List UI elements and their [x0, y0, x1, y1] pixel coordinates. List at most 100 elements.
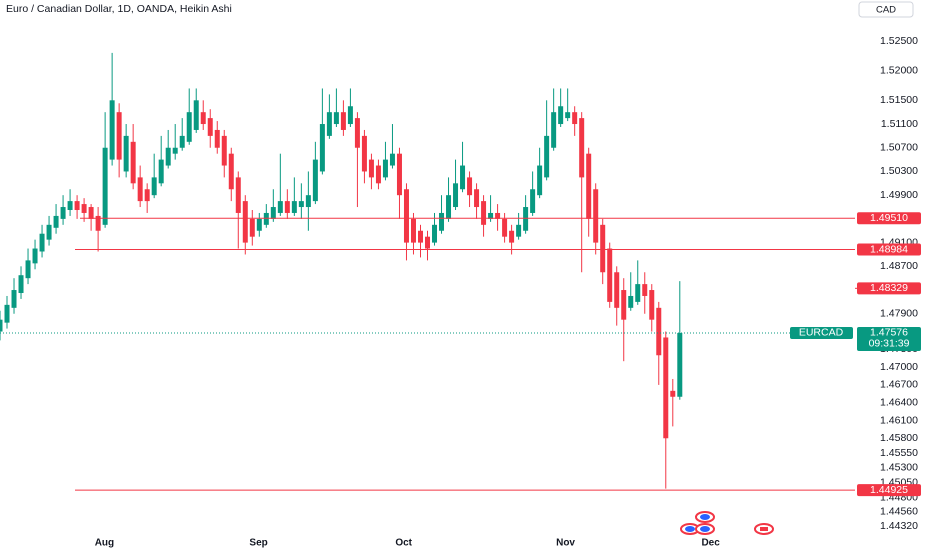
- candle-body: [67, 201, 73, 210]
- candle-body: [109, 100, 115, 160]
- candle-body: [368, 159, 374, 178]
- y-tick-label: 1.46100: [880, 414, 918, 426]
- candle-body: [312, 159, 318, 202]
- candle-body: [649, 290, 655, 320]
- y-tick-label: 1.50300: [880, 165, 918, 177]
- candle-body: [474, 189, 480, 208]
- candle-body: [74, 201, 80, 210]
- countdown-label: 09:31:39: [869, 338, 910, 350]
- candle-body: [544, 135, 550, 178]
- candle-body: [214, 129, 220, 148]
- y-tick-label: 1.44560: [880, 506, 918, 518]
- candle-body: [179, 135, 185, 148]
- candle-body: [249, 218, 255, 237]
- candle-body: [186, 112, 192, 142]
- candle-body: [635, 284, 641, 302]
- candle-body: [600, 224, 606, 273]
- y-tick-label: 1.46400: [880, 396, 918, 408]
- candle-body: [151, 177, 157, 196]
- y-tick-label: 1.49900: [880, 189, 918, 201]
- candle-body: [495, 212, 501, 219]
- candle-body: [432, 224, 438, 243]
- candle-body: [263, 212, 269, 225]
- candle-body: [123, 135, 129, 172]
- y-tick-label: 1.50700: [880, 142, 918, 154]
- symbol-box: [790, 326, 853, 339]
- candle-body: [39, 233, 45, 252]
- last-price-box: [857, 326, 921, 351]
- candle-body: [460, 165, 466, 190]
- candle-body: [4, 304, 10, 323]
- candle-body: [326, 112, 332, 136]
- y-tick-label: 1.46700: [880, 379, 918, 391]
- candle-body: [586, 153, 592, 219]
- candle-body: [375, 165, 381, 184]
- candle-body: [172, 147, 178, 154]
- candle-body: [228, 153, 234, 190]
- candle-body: [291, 201, 297, 213]
- candle-body: [425, 236, 430, 249]
- price-label-box: [857, 484, 921, 497]
- candle-body: [340, 112, 346, 130]
- candle-body: [677, 332, 683, 397]
- candle-body: [46, 224, 52, 240]
- candle-body: [333, 112, 339, 125]
- candle-body: [565, 112, 571, 119]
- candle-body: [579, 118, 585, 178]
- price-label-box: [857, 212, 921, 225]
- candle-body: [446, 195, 452, 219]
- candle-body: [572, 112, 578, 125]
- candle-body: [137, 177, 143, 202]
- candle-body: [32, 248, 38, 264]
- candle-body: [207, 118, 213, 136]
- candle-body: [88, 207, 94, 219]
- candle-body: [11, 290, 17, 308]
- candle-body: [25, 260, 31, 279]
- candle-body: [530, 189, 536, 213]
- candle-body: [361, 135, 367, 172]
- candle-body: [221, 135, 227, 166]
- candle-body: [516, 224, 522, 237]
- currency-button[interactable]: CAD: [876, 5, 896, 16]
- price-label: 1.44925: [870, 484, 908, 496]
- candle-body: [165, 147, 171, 166]
- y-tick-label: 1.52000: [880, 64, 918, 76]
- candle-body: [509, 230, 515, 243]
- candle-body: [453, 183, 459, 208]
- candle-body: [642, 284, 648, 296]
- candle-body: [558, 106, 564, 125]
- candle-body: [382, 159, 388, 178]
- y-tick-label: 1.51500: [880, 94, 918, 106]
- candle-body: [319, 124, 325, 172]
- y-tick-label: 1.51100: [881, 118, 918, 130]
- candle-body: [593, 189, 599, 243]
- y-tick-label: 1.47000: [880, 361, 918, 373]
- price-label: 1.49510: [870, 212, 908, 224]
- candle-body: [284, 201, 290, 213]
- price-label: 1.48984: [870, 243, 908, 255]
- candle-body: [410, 218, 416, 243]
- candle-body: [130, 141, 136, 184]
- candle-body: [481, 201, 487, 225]
- x-tick-label: Aug: [95, 538, 114, 549]
- candle-body: [347, 106, 353, 125]
- price-label: 1.48329: [870, 282, 908, 294]
- price-label-box: [857, 282, 921, 295]
- x-tick-label: Dec: [701, 538, 720, 549]
- candle-body: [95, 215, 101, 231]
- candle-body: [628, 295, 634, 308]
- symbol-label: EURCAD: [799, 327, 844, 339]
- candle-body: [200, 112, 206, 125]
- y-tick-label: 1.44320: [880, 520, 918, 532]
- candle-body: [614, 272, 620, 308]
- y-tick-label: 1.48700: [880, 260, 918, 272]
- y-tick-label: 1.47900: [880, 308, 918, 320]
- currency-button-box[interactable]: [858, 1, 914, 18]
- candle-body: [403, 189, 409, 243]
- candle-body: [144, 189, 150, 202]
- candle-body: [193, 100, 199, 130]
- y-tick-label: 1.52500: [880, 35, 918, 47]
- y-tick-label: 1.45300: [880, 462, 918, 474]
- candle-body: [607, 248, 613, 302]
